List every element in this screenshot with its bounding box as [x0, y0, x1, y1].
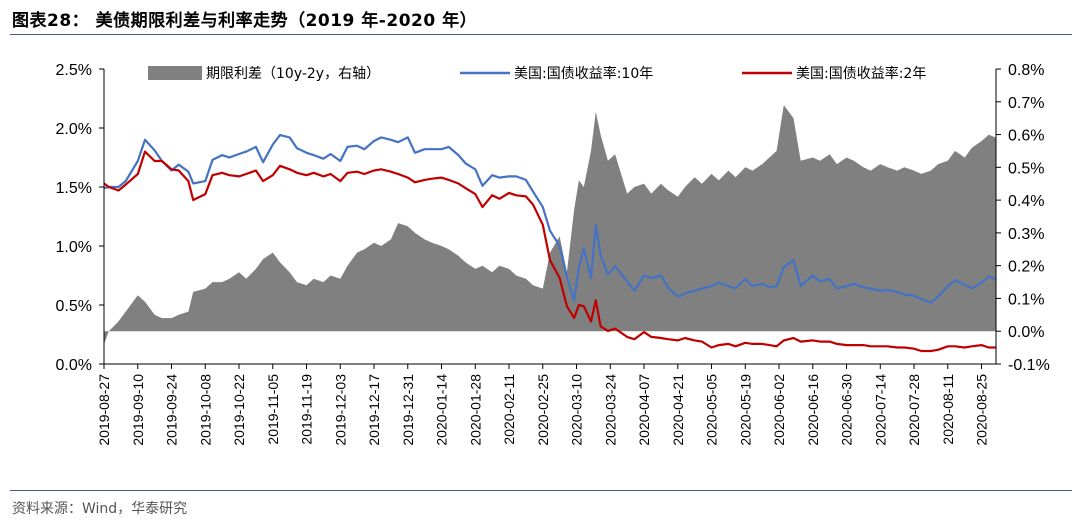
x-tick-label: 2020-01-28	[467, 374, 483, 446]
x-tick-label: 2019-10-08	[197, 374, 213, 446]
title-rule	[10, 34, 1072, 35]
x-tick-label: 2020-08-25	[974, 374, 990, 446]
x-tick-label: 2020-02-25	[535, 374, 551, 446]
x-tick-label: 2020-05-19	[737, 374, 753, 446]
x-tick-label: 2019-12-03	[332, 374, 348, 446]
right-tick-label: 0.6%	[1008, 128, 1044, 145]
legend: 期限利差（10y-2y，右轴） 美国:国债收益率:10年 美国:国债收益率:2年	[148, 65, 926, 82]
x-tick-label: 2019-12-17	[366, 374, 382, 446]
x-tick-label: 2019-10-22	[231, 374, 247, 446]
right-tick-label: -0.1%	[1008, 357, 1050, 374]
right-tick-label: 0.2%	[1008, 259, 1044, 276]
x-tick-label: 2020-01-14	[434, 374, 450, 446]
left-tick-label: 1.5%	[56, 180, 92, 197]
series-area-spread	[104, 105, 996, 345]
series-line-10y	[103, 134, 997, 304]
right-tick-label: 0.0%	[1008, 324, 1044, 341]
x-tick-label: 2020-07-14	[872, 374, 888, 446]
right-tick-label: 0.5%	[1008, 160, 1044, 177]
x-tick-label: 2019-08-27	[96, 374, 112, 446]
x-tick-label: 2020-06-16	[805, 374, 821, 446]
source-note: 资料来源：Wind，华泰研究	[12, 501, 188, 517]
right-tick-label: 0.4%	[1008, 193, 1044, 210]
x-tick-label: 2020-04-07	[636, 374, 652, 446]
x-tick-label: 2019-11-19	[299, 374, 315, 445]
legend-label-10y: 美国:国债收益率:10年	[514, 65, 653, 82]
right-tick-label: 0.1%	[1008, 291, 1044, 308]
footer-rule	[10, 490, 1072, 491]
x-tick-label: 2020-07-28	[906, 374, 922, 446]
legend-label-2y: 美国:国债收益率:2年	[796, 65, 926, 82]
left-tick-label: 0.0%	[56, 357, 92, 374]
x-tick-label: 2019-09-10	[130, 374, 146, 446]
left-tick-label: 2.0%	[56, 121, 92, 138]
left-tick-label: 0.5%	[56, 298, 92, 315]
right-tick-label: 0.3%	[1008, 226, 1044, 243]
x-tick-label: 2020-06-30	[839, 374, 855, 446]
x-tick-label: 2020-02-11	[501, 374, 517, 445]
legend-label-spread: 期限利差（10y-2y，右轴）	[206, 66, 380, 82]
series-line-2y	[103, 150, 996, 353]
x-tick-label: 2020-05-05	[704, 374, 720, 446]
x-tick-label: 2020-08-11	[940, 374, 956, 445]
right-tick-label: 0.7%	[1008, 95, 1044, 112]
right-tick-label: 0.8%	[1008, 62, 1044, 79]
left-tick-label: 1.0%	[56, 239, 92, 256]
legend-swatch-spread	[148, 66, 202, 80]
page-title: 图表28： 美债期限利差与利率走势（2019 年-2020 年）	[12, 11, 478, 31]
x-tick-label: 2019-12-31	[400, 374, 416, 446]
x-tick-label: 2020-03-10	[569, 374, 585, 446]
x-tick-label: 2020-06-02	[771, 374, 787, 446]
x-tick-label: 2020-03-24	[602, 374, 618, 446]
x-tick-label: 2020-04-21	[670, 374, 686, 446]
x-tick-label: 2019-11-05	[265, 374, 281, 445]
x-tick-label: 2019-09-24	[164, 374, 180, 446]
left-tick-label: 2.5%	[56, 62, 92, 79]
